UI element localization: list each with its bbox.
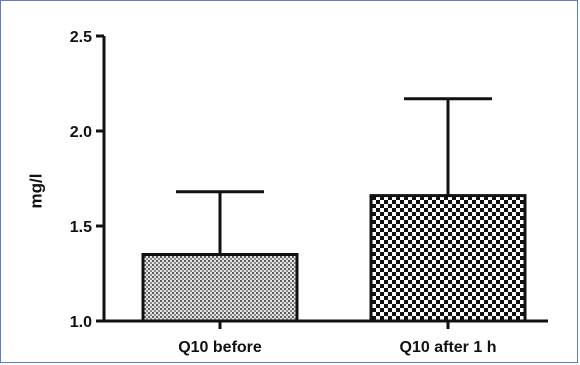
bar — [369, 194, 527, 323]
x-category-label: Q10 after 1 h — [400, 339, 497, 356]
y-tick-label: 1.0 — [70, 314, 92, 331]
bar — [141, 253, 299, 323]
x-category-label: Q10 before — [178, 339, 262, 356]
y-tick-label: 2.0 — [70, 124, 92, 141]
y-tick-label: 2.5 — [70, 29, 92, 46]
y-tick-label: 1.5 — [70, 219, 92, 236]
